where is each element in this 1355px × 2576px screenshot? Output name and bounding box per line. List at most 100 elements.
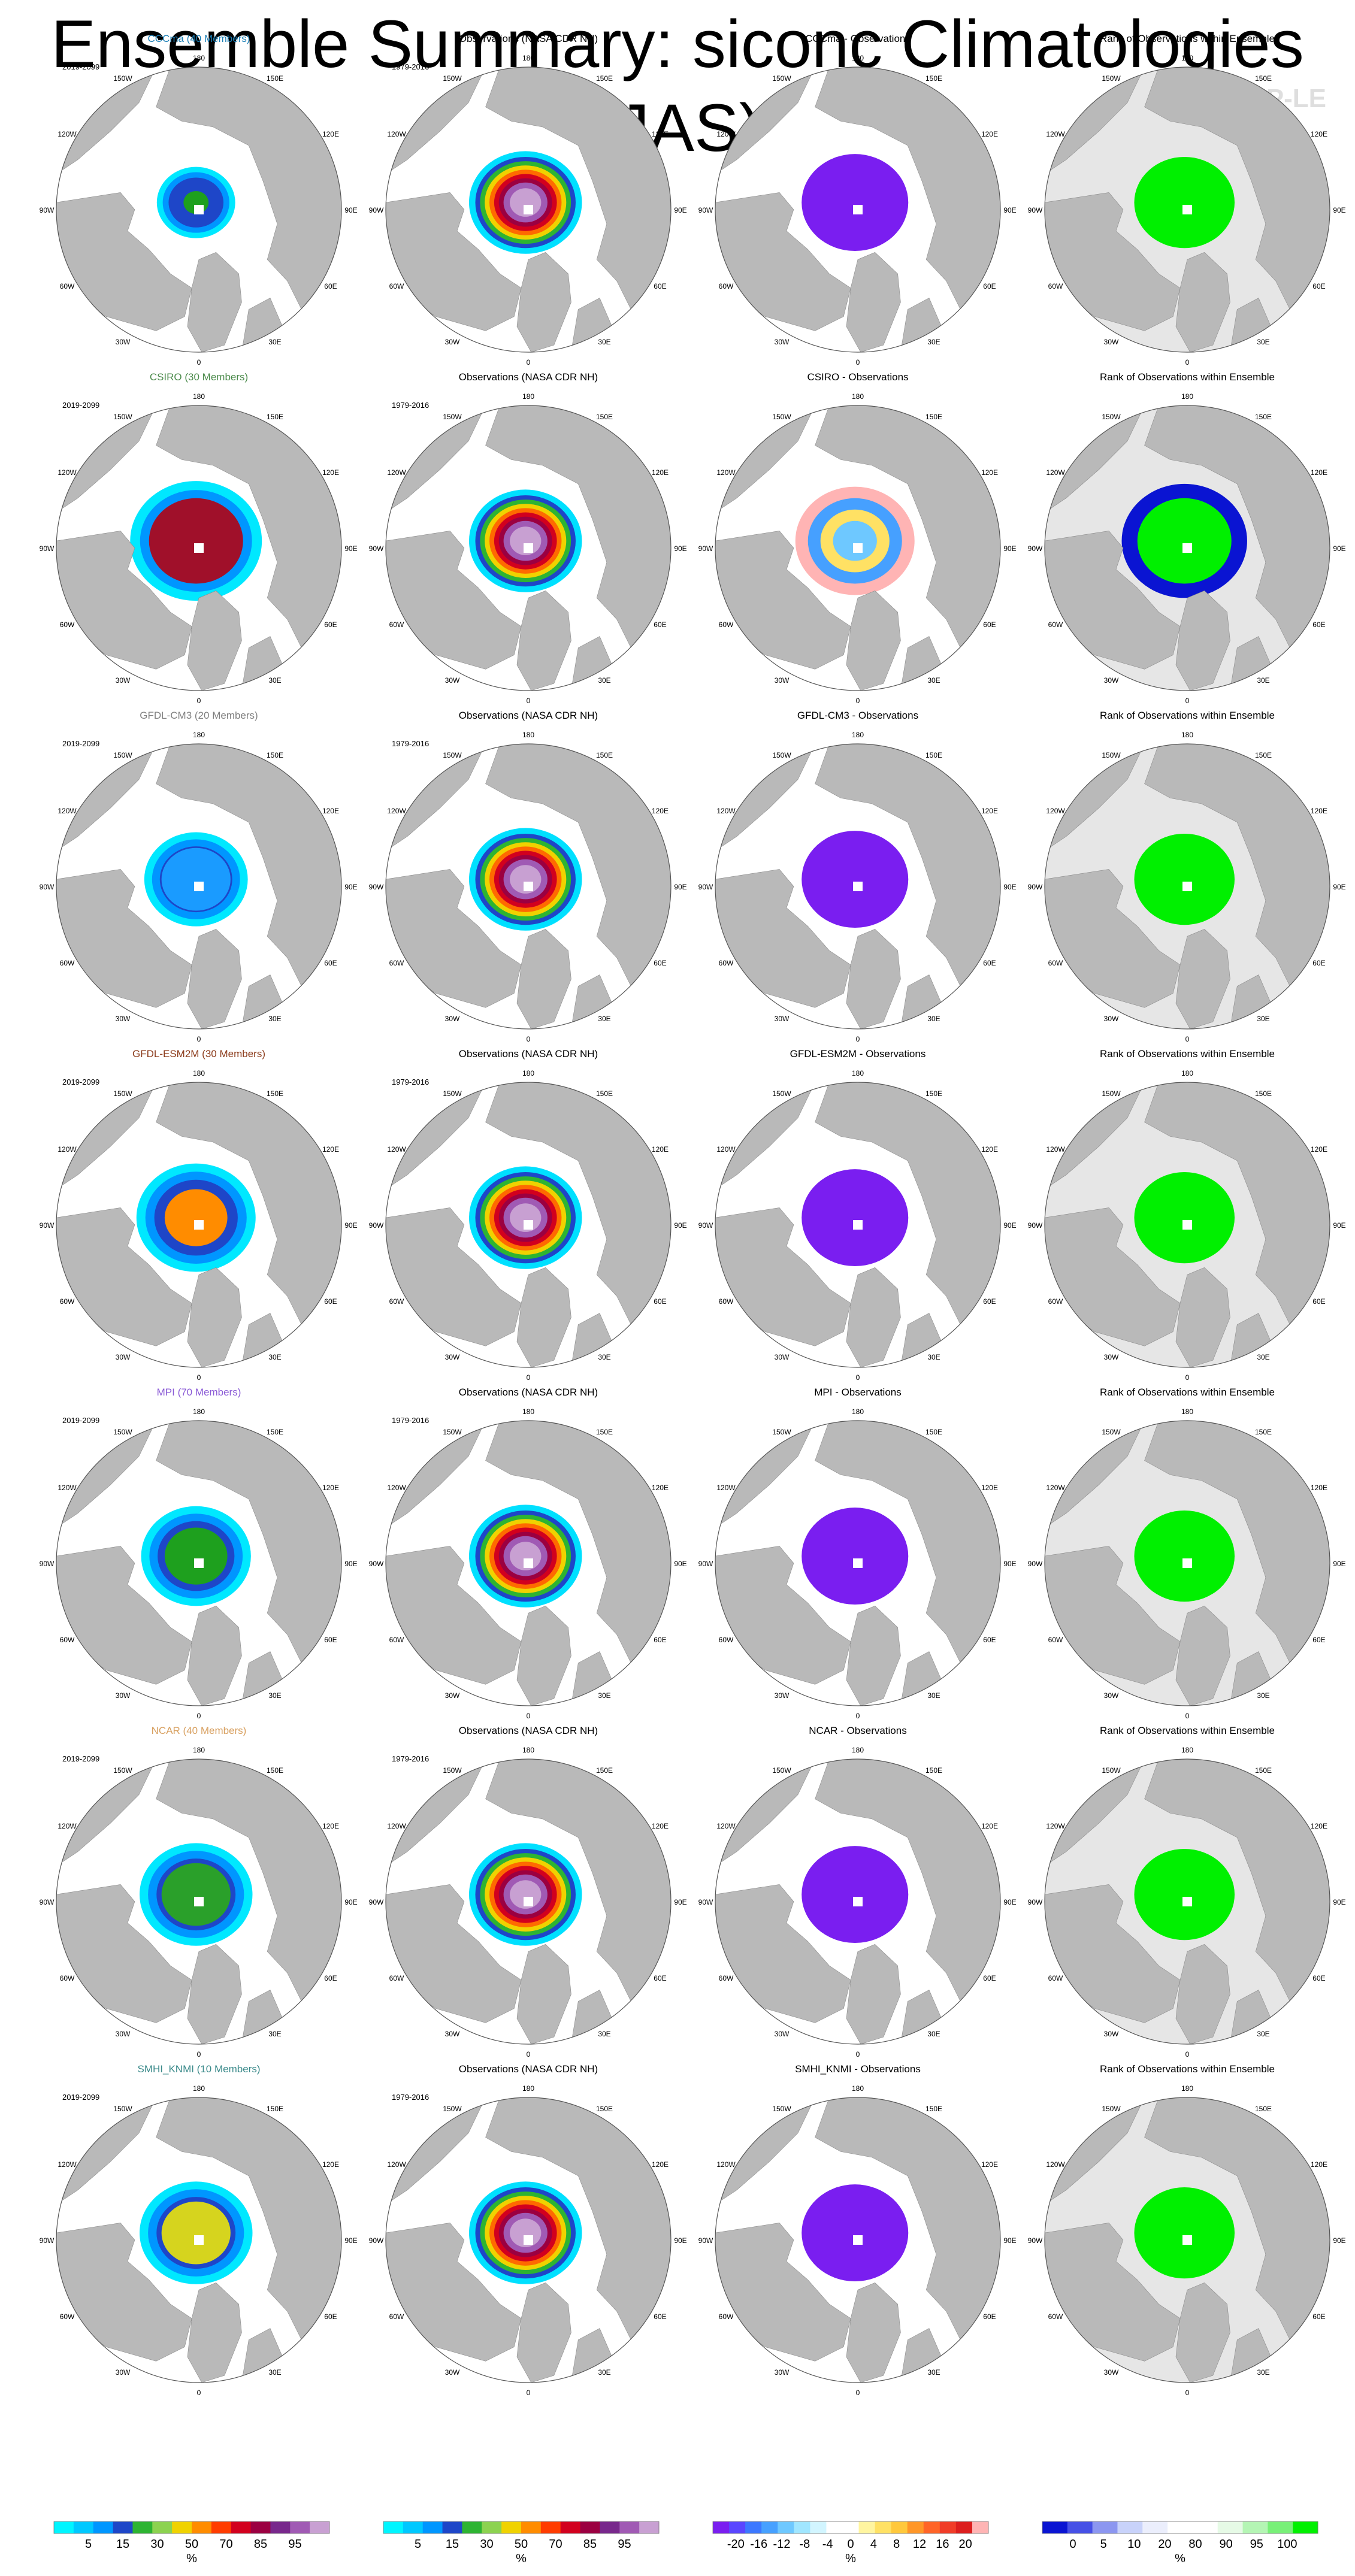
longitude-label: 150W (772, 1428, 791, 1436)
longitude-label: 150E (267, 751, 283, 759)
longitude-label: 180 (522, 2084, 534, 2093)
longitude-label: 150E (925, 1766, 942, 1775)
longitude-label: 150E (925, 1089, 942, 1098)
pole-hole (524, 1220, 533, 1230)
map-panel-gfdl-esm2m-0: 180 150E 120E 90E 60E 30E 0 30W 60W 90W 120W 150W GF… (40, 1048, 358, 1382)
longitude-label: 30W (445, 1353, 460, 1361)
longitude-label: 90W (369, 2236, 384, 2245)
period-label: 2019-2099 (62, 739, 99, 748)
longitude-label: 120E (1311, 1822, 1327, 1830)
map-panel-cccma-2: 180 150E 120E 90E 60E 30E 0 30W 60W 90W 120W 150W CC… (698, 33, 1017, 367)
longitude-label: 120E (981, 1822, 998, 1830)
longitude-label: 30W (775, 2030, 790, 2038)
longitude-label: 60E (983, 282, 996, 290)
longitude-label: 90W (369, 1221, 384, 1230)
longitude-label: 150E (1255, 74, 1272, 83)
map-panel-smhi_knmi-1: 180 150E 120E 90E 60E 30E 0 30W 60W 90W 120W 150W Ob… (369, 2063, 687, 2397)
longitude-label: 120W (716, 1822, 736, 1830)
longitude-label: 90W (369, 883, 384, 891)
landmass-1 (846, 1944, 901, 2044)
longitude-label: 90W (698, 544, 713, 553)
landmass-1 (187, 1606, 242, 1706)
panel-title: CCCma - Observations (805, 33, 911, 44)
longitude-label: 30W (1104, 676, 1119, 685)
period-label: 1979-2016 (392, 62, 429, 71)
longitude-label: 180 (193, 392, 205, 401)
sea-ice-field (468, 2181, 582, 2284)
map-border (56, 1420, 342, 1706)
longitude-label: 60E (983, 1297, 996, 1306)
longitude-label: 0 (856, 697, 860, 705)
longitude-label: 60E (324, 282, 337, 290)
longitude-label: 90E (1003, 883, 1016, 891)
longitude-label: 60W (60, 282, 75, 290)
longitude-label: 60E (1312, 2312, 1325, 2321)
map-border (56, 1082, 342, 1368)
landmass-1 (516, 252, 571, 352)
ice-contour-3 (161, 847, 231, 911)
landmass-1 (187, 1267, 242, 1367)
longitude-label: 150W (113, 751, 132, 759)
longitude-label: 180 (522, 392, 534, 401)
longitude-label: 150W (772, 2105, 791, 2113)
map-panel-gfdl-cm3-2: 180 150E 120E 90E 60E 30E 0 30W 60W 90W 120W 150W GF… (698, 710, 1017, 1043)
longitude-label: 90E (1003, 2236, 1016, 2245)
map-panel-cccma-0: 180 150E 120E 90E 60E 30E 0 30W 60W 90W 120W 150W CC… (40, 33, 358, 367)
longitude-label: 0 (856, 1035, 860, 1043)
period-label: 1979-2016 (392, 1754, 429, 1763)
longitude-label: 120W (58, 2160, 77, 2169)
longitude-label: 90W (698, 883, 713, 891)
landmass-1 (1175, 1606, 1230, 1706)
landmass-1 (187, 252, 242, 352)
map-panel-smhi_knmi-2: 180 150E 120E 90E 60E 30E 0 30W 60W 90W 120W 150W SM… (698, 2063, 1017, 2397)
longitude-label: 120W (1046, 2160, 1065, 2169)
period-label: 2019-2099 (62, 2093, 99, 2102)
longitude-label: 90W (40, 1221, 55, 1230)
landmass-1 (846, 2283, 901, 2383)
longitude-label: 90W (698, 2236, 713, 2245)
longitude-label: 90W (1028, 1560, 1043, 1568)
longitude-label: 30E (598, 338, 610, 346)
longitude-label: 120E (981, 1145, 998, 1154)
longitude-label: 120W (387, 807, 406, 815)
longitude-label: 0 (527, 2050, 531, 2059)
longitude-label: 90W (698, 1898, 713, 1906)
longitude-label: 30E (598, 1015, 610, 1023)
longitude-label: 30W (445, 676, 460, 685)
longitude-label: 180 (1181, 1069, 1193, 1077)
landmass-1 (187, 2283, 242, 2383)
longitude-label: 90E (1003, 544, 1016, 553)
land-mask (386, 1082, 671, 1367)
longitude-label: 60W (389, 959, 404, 967)
longitude-label: 120E (322, 1145, 339, 1154)
ice-contour-1 (1137, 498, 1232, 584)
longitude-label: 0 (527, 1712, 531, 1720)
panel-title: GFDL-CM3 - Observations (797, 710, 918, 721)
map-border (1044, 66, 1330, 353)
longitude-label: 30E (927, 1353, 940, 1361)
longitude-label: 150E (267, 2105, 283, 2113)
longitude-label: 30E (1257, 2030, 1269, 2038)
longitude-label: 90W (40, 1560, 55, 1568)
longitude-label: 150E (596, 2105, 613, 2113)
panel-title: Observations (NASA CDR NH) (459, 33, 598, 44)
map-panel-gfdl-esm2m-2: 180 150E 120E 90E 60E 30E 0 30W 60W 90W 120W 150W GF… (698, 1048, 1017, 1382)
sea-ice-field (156, 167, 235, 238)
longitude-label: 90W (1028, 544, 1043, 553)
longitude-label: 30E (598, 676, 610, 685)
panel-title: GFDL-CM3 (20 Members) (140, 710, 258, 721)
pole-hole (853, 1897, 863, 1906)
panel-title: Observations (NASA CDR NH) (459, 1387, 598, 1398)
longitude-label: 90W (40, 883, 55, 891)
longitude-label: 150W (443, 74, 462, 83)
ice-contour-0 (1134, 1510, 1235, 1602)
longitude-label: 120E (981, 1484, 998, 1492)
longitude-label: 120E (322, 807, 339, 815)
map-panel-gfdl-cm3-1: 180 150E 120E 90E 60E 30E 0 30W 60W 90W 120W 150W Ob… (369, 710, 687, 1043)
map-panel-gfdl-esm2m-3: 180 150E 120E 90E 60E 30E 0 30W 60W 90W 120W 150W Ra… (1028, 1048, 1346, 1382)
period-label: 1979-2016 (392, 1077, 429, 1086)
sea-ice-field (795, 486, 915, 595)
longitude-label: 120W (716, 1484, 736, 1492)
longitude-label: 90E (1003, 1560, 1016, 1568)
longitude-label: 150E (925, 2105, 942, 2113)
